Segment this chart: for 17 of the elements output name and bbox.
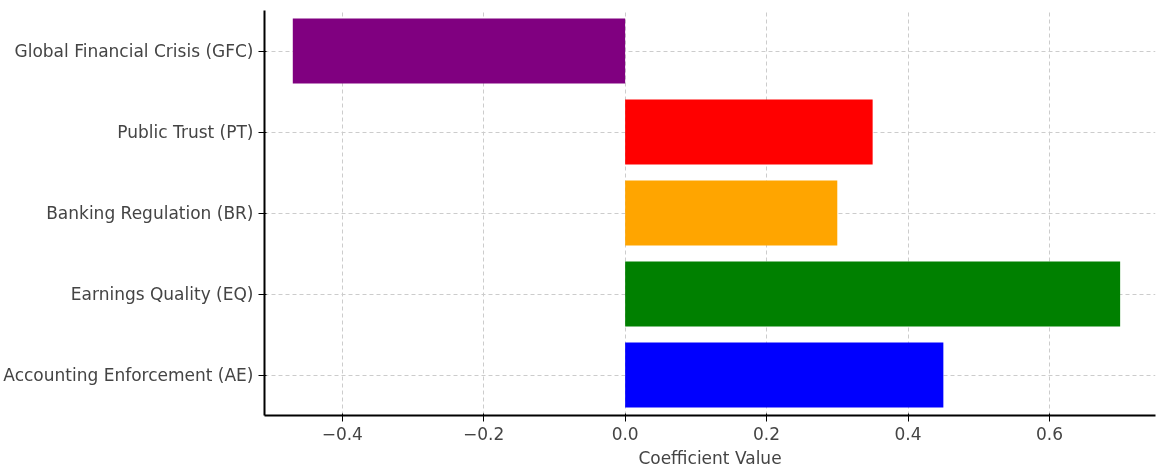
x-tick-label: 0.0 bbox=[611, 423, 639, 444]
y-tick-label: Banking Regulation (BR) bbox=[46, 203, 254, 223]
bar bbox=[625, 180, 838, 246]
x-tick-label: −0.2 bbox=[463, 423, 505, 444]
x-tick-label: 0.4 bbox=[894, 423, 922, 444]
y-tick-label: Global Financial Crisis (GFC) bbox=[14, 41, 254, 61]
y-tick-label: Public Trust (PT) bbox=[117, 122, 254, 142]
bar bbox=[625, 99, 873, 165]
bar bbox=[292, 18, 626, 84]
bar bbox=[625, 261, 1121, 327]
x-tick-label: −0.4 bbox=[321, 423, 363, 444]
bar bbox=[625, 342, 944, 408]
y-tick-label: Accounting Enforcement (AE) bbox=[3, 365, 254, 385]
x-axis-title: Coefficient Value bbox=[638, 447, 782, 468]
x-tick-label: 0.2 bbox=[753, 423, 781, 444]
x-tick-label: 0.6 bbox=[1035, 423, 1063, 444]
y-tick-label: Earnings Quality (EQ) bbox=[70, 284, 254, 304]
